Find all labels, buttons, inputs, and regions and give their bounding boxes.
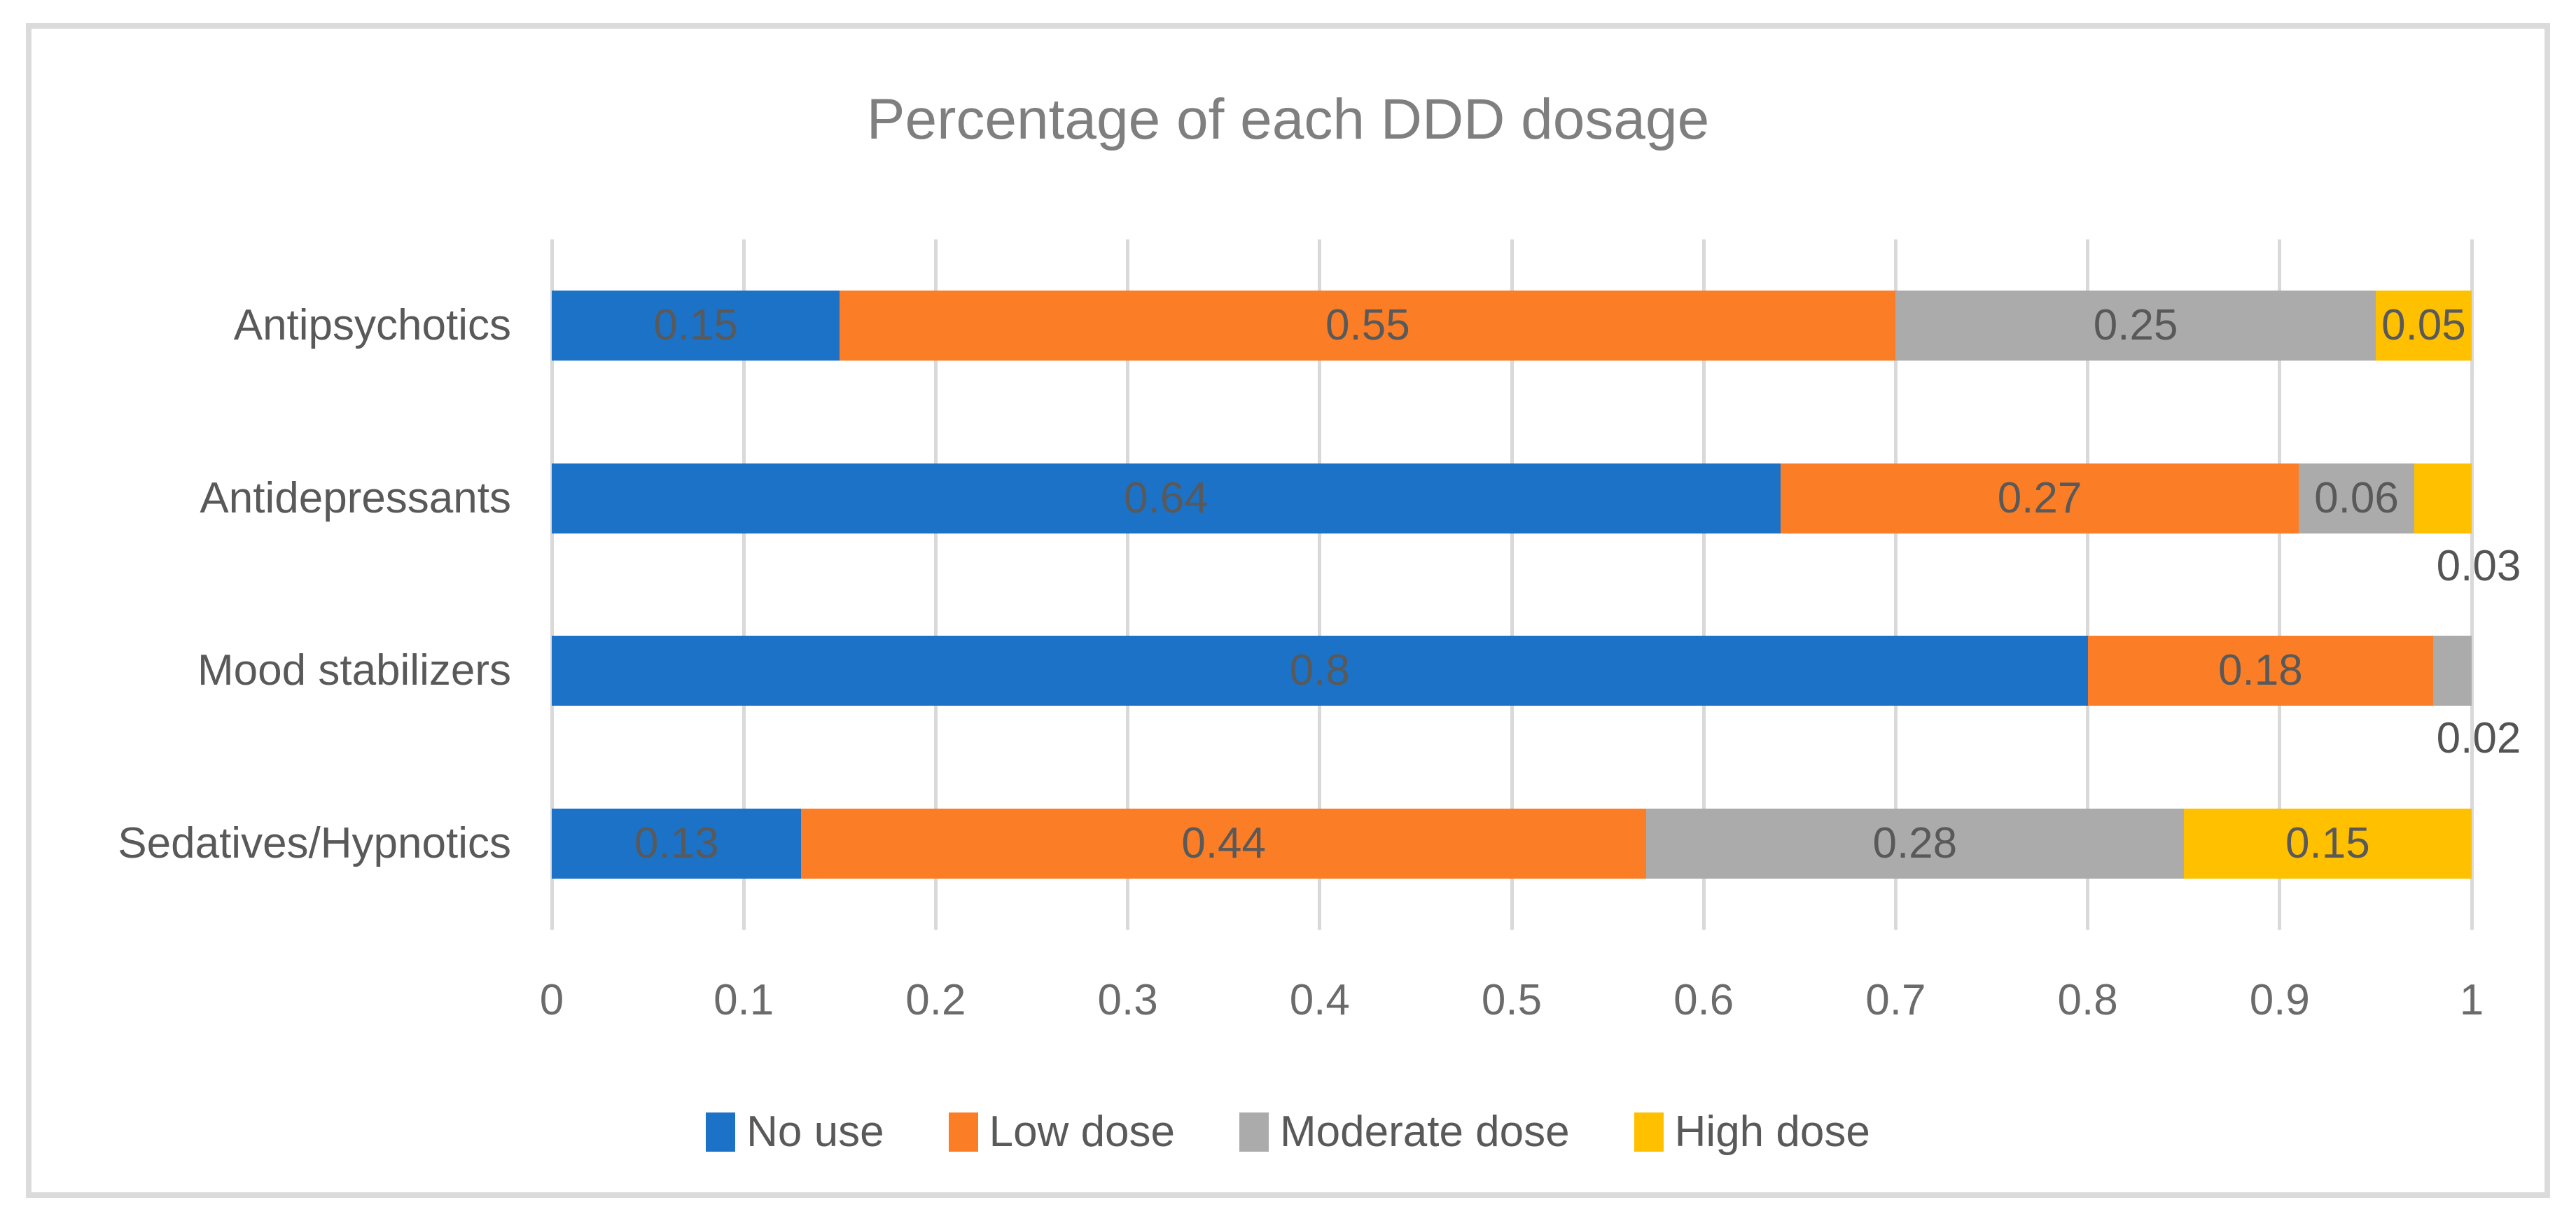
- gridline: [1510, 239, 1514, 930]
- bar-value-label: 0.05: [2381, 301, 2466, 350]
- x-tick-label: 0.7: [1865, 976, 1926, 1024]
- bar-value-label: 0.15: [2285, 818, 2370, 867]
- gridline: [742, 239, 746, 930]
- legend-label: Moderate dose: [1280, 1108, 1570, 1156]
- x-tick-label: 0.8: [2057, 976, 2118, 1024]
- gridline: [933, 239, 938, 930]
- bar-value-label: 0.15: [653, 301, 738, 350]
- x-tick-label: 0.5: [1481, 976, 1543, 1024]
- legend-item-moderate-dose: Moderate dose: [1239, 1110, 1570, 1154]
- bar-value-label: 0.06: [2314, 473, 2399, 522]
- bar-segment-low-dose: 0.55: [840, 291, 1896, 361]
- legend-label: No use: [746, 1108, 884, 1156]
- legend-item-high-dose: High dose: [1634, 1110, 1870, 1154]
- bar-segment-moderate-dose: 0.06: [2299, 463, 2414, 533]
- bar-value-label: 0.18: [2218, 646, 2303, 695]
- legend-swatch-no-use: [706, 1112, 736, 1152]
- x-tick-label: 0.3: [1097, 976, 1158, 1024]
- gridline: [550, 239, 554, 930]
- bar-value-label: 0.28: [1872, 818, 1958, 867]
- category-label: Antidepressants: [200, 473, 511, 522]
- bar-value-label: 0.13: [634, 818, 719, 867]
- bar-segment-high-dose: [2414, 463, 2472, 533]
- x-tick-label: 1: [2459, 976, 2484, 1024]
- bar-value-label: 0.8: [1289, 646, 1350, 695]
- gridline: [2470, 239, 2474, 930]
- bar-segment-low-dose: 0.18: [2087, 636, 2434, 706]
- gridline: [2086, 239, 2090, 930]
- bar-row: 0.15 0.55 0.25 0.05: [552, 291, 2472, 361]
- bar-segment-no-use: 0.13: [552, 808, 802, 879]
- x-tick-label: 0.1: [713, 976, 774, 1024]
- bar-value-label: 0.55: [1325, 301, 1410, 350]
- bar-segment-high-dose: 0.15: [2183, 808, 2472, 879]
- bar-row: 0.8 0.18: [552, 636, 2472, 706]
- x-tick-label: 0: [539, 976, 564, 1024]
- bar-segment-moderate-dose: [2433, 636, 2472, 706]
- legend-swatch-low-dose: [948, 1112, 978, 1152]
- gridline: [1126, 239, 1130, 930]
- bar-row: 0.64 0.27 0.06: [552, 463, 2472, 533]
- x-tick-label: 0.4: [1289, 976, 1350, 1024]
- category-label: Mood stabilizers: [197, 646, 511, 695]
- bar-segment-moderate-dose: 0.28: [1645, 808, 2184, 879]
- legend-label: High dose: [1674, 1108, 1870, 1156]
- category-label: Sedatives/Hypnotics: [118, 818, 511, 867]
- legend: No use Low dose Moderate dose High dose: [0, 1110, 2576, 1154]
- gridline: [1893, 239, 1898, 930]
- outside-bar-value-label: 0.02: [2436, 714, 2521, 763]
- x-tick-label: 0.2: [905, 976, 966, 1024]
- legend-item-low-dose: Low dose: [948, 1108, 1176, 1156]
- bar-segment-moderate-dose: 0.25: [1895, 291, 2376, 361]
- gridline: [2278, 239, 2282, 930]
- bar-segment-low-dose: 0.27: [1780, 463, 2299, 533]
- bar-segment-high-dose: 0.05: [2375, 291, 2472, 361]
- bar-segment-no-use: 0.64: [552, 463, 1781, 533]
- bar-row: 0.13 0.44 0.28 0.15: [552, 808, 2472, 879]
- legend-swatch-moderate-dose: [1239, 1112, 1269, 1152]
- x-tick-label: 0.9: [2249, 976, 2310, 1024]
- gridline: [1318, 239, 1322, 930]
- bar-value-label: 0.27: [1997, 473, 2082, 522]
- bar-value-label: 0.25: [2093, 301, 2178, 350]
- chart-title: Percentage of each DDD dosage: [866, 88, 1710, 151]
- bar-segment-low-dose: 0.44: [801, 808, 1646, 879]
- category-label: Antipsychotics: [233, 301, 511, 350]
- bar-value-label: 0.64: [1124, 473, 1209, 522]
- figure-frame: [26, 23, 2550, 1198]
- legend-swatch-high-dose: [1634, 1112, 1664, 1152]
- gridline: [1701, 239, 1706, 930]
- bar-segment-no-use: 0.8: [552, 636, 2088, 706]
- legend-item-no-use: No use: [706, 1110, 884, 1154]
- legend-label: Low dose: [989, 1108, 1176, 1156]
- x-tick-label: 0.6: [1673, 976, 1734, 1024]
- bar-value-label: 0.44: [1181, 818, 1267, 867]
- outside-bar-value-label: 0.03: [2436, 541, 2521, 590]
- bar-segment-no-use: 0.15: [552, 291, 840, 361]
